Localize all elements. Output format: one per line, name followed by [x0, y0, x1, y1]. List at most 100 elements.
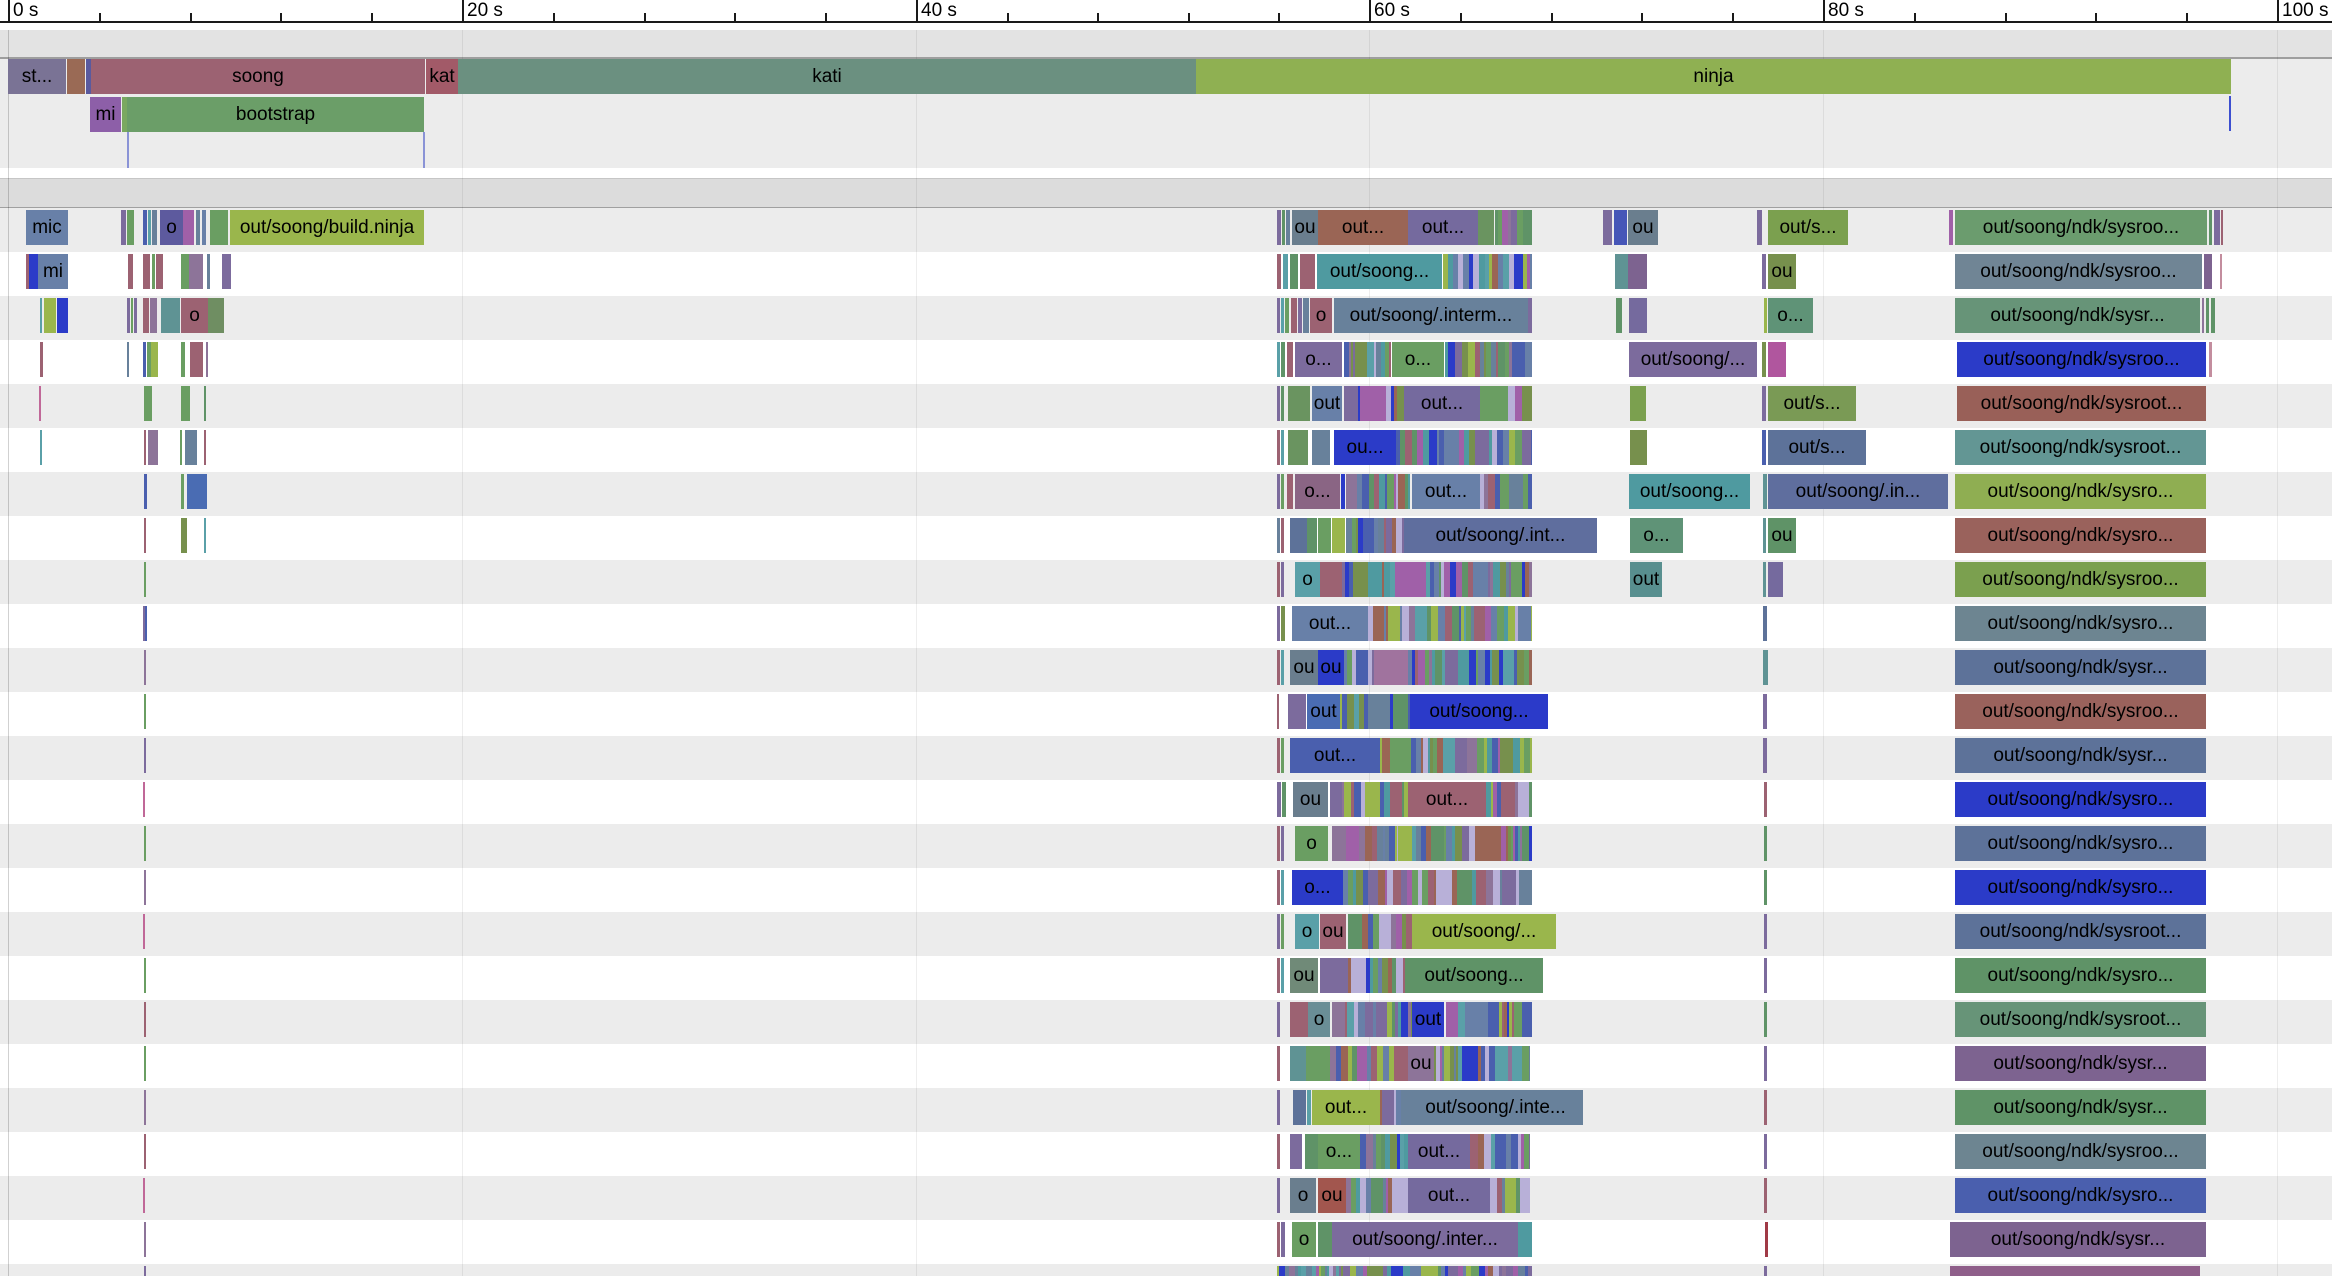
- trace-slice[interactable]: [150, 298, 157, 333]
- trace-slice[interactable]: out/soong/ndk/sysr...: [1955, 650, 2206, 685]
- trace-slice[interactable]: [1277, 1134, 1280, 1169]
- trace-slice[interactable]: [148, 210, 151, 245]
- trace-slice[interactable]: [1348, 914, 1362, 949]
- trace-slice[interactable]: [2209, 210, 2212, 245]
- trace-slice[interactable]: [144, 870, 146, 905]
- trace-slice[interactable]: out/soong/ndk/sysro...: [1955, 782, 2206, 817]
- trace-slice[interactable]: [1306, 1046, 1330, 1081]
- trace-slice[interactable]: o...: [1768, 298, 1813, 333]
- trace-slice[interactable]: [1603, 210, 1612, 245]
- trace-slice-cluster[interactable]: [1342, 782, 1408, 817]
- trace-slice[interactable]: [1287, 474, 1293, 509]
- trace-slice[interactable]: [1330, 782, 1342, 817]
- trace-slice[interactable]: out/soong/...: [1412, 914, 1556, 949]
- trace-slice[interactable]: [1277, 606, 1280, 641]
- trace-slice-cluster[interactable]: [1390, 694, 1410, 729]
- trace-slice[interactable]: soong: [91, 59, 425, 94]
- trace-slice[interactable]: ou: [1292, 210, 1318, 245]
- trace-slice-cluster[interactable]: [1348, 958, 1405, 993]
- trace-slice[interactable]: out/soong/ndk/sysr...: [1950, 1222, 2206, 1257]
- trace-slice[interactable]: ou: [1318, 1178, 1346, 1213]
- trace-slice[interactable]: out/soong/ndk/sysroo...: [1955, 1134, 2206, 1169]
- trace-slice[interactable]: [1616, 298, 1622, 333]
- trace-slice[interactable]: [134, 298, 137, 333]
- trace-slice[interactable]: out/soong/ndk/sysroo...: [1957, 342, 2206, 377]
- trace-slice[interactable]: [1277, 342, 1280, 377]
- trace-slice[interactable]: [1320, 958, 1348, 993]
- trace-slice[interactable]: [1286, 210, 1290, 245]
- trace-slice[interactable]: out: [1630, 562, 1662, 597]
- trace-slice[interactable]: [39, 386, 41, 421]
- trace-slice[interactable]: o...: [1292, 870, 1343, 905]
- trace-slice[interactable]: [1332, 518, 1345, 553]
- trace-slice[interactable]: [26, 254, 29, 289]
- trace-slice[interactable]: out...: [1408, 1134, 1470, 1169]
- trace-slice[interactable]: [1764, 914, 1767, 949]
- trace-slice[interactable]: o: [181, 298, 208, 333]
- trace-slice-cluster[interactable]: [1380, 738, 1394, 773]
- trace-slice[interactable]: ninja: [1196, 59, 2231, 94]
- trace-slice[interactable]: [1277, 1002, 1280, 1037]
- trace-slice[interactable]: out...: [1408, 210, 1478, 245]
- trace-slice-cluster[interactable]: [1362, 914, 1412, 949]
- trace-slice[interactable]: [202, 210, 206, 245]
- trace-slice[interactable]: o: [1295, 826, 1328, 861]
- trace-slice[interactable]: out...: [1312, 1090, 1380, 1125]
- trace-slice[interactable]: [1478, 210, 1494, 245]
- trace-slice[interactable]: [1277, 914, 1280, 949]
- process-track-group-header-workers[interactable]: [0, 178, 2332, 208]
- trace-slice[interactable]: out/soong/.interm...: [1334, 298, 1528, 333]
- trace-slice[interactable]: [196, 210, 200, 245]
- trace-slice[interactable]: [1763, 562, 1766, 597]
- trace-slice[interactable]: [1762, 386, 1766, 421]
- trace-slice[interactable]: [144, 1222, 146, 1257]
- trace-slice[interactable]: bootstrap: [127, 97, 424, 132]
- trace-slice[interactable]: [44, 298, 56, 333]
- trace-slice[interactable]: [1762, 430, 1766, 465]
- trace-slice[interactable]: [2221, 210, 2223, 245]
- trace-slice[interactable]: [1277, 958, 1280, 993]
- trace-slice[interactable]: [210, 210, 228, 245]
- trace-slice[interactable]: [1277, 650, 1280, 685]
- trace-slice-cluster[interactable]: [1277, 1266, 1532, 1276]
- trace-slice[interactable]: [1287, 342, 1293, 377]
- trace-slice[interactable]: [181, 518, 187, 553]
- trace-slice[interactable]: [1764, 1090, 1767, 1125]
- trace-slice[interactable]: out/soong/ndk/sysroot...: [1955, 430, 2206, 465]
- trace-slice[interactable]: [143, 606, 145, 641]
- trace-slice[interactable]: [1629, 298, 1647, 333]
- trace-slice-cluster[interactable]: [1480, 474, 1532, 509]
- trace-slice[interactable]: [1628, 254, 1647, 289]
- trace-slice[interactable]: [145, 606, 147, 641]
- trace-slice[interactable]: [1277, 870, 1280, 905]
- trace-slice[interactable]: o: [1308, 1002, 1330, 1037]
- trace-slice[interactable]: [1303, 298, 1309, 333]
- trace-slice[interactable]: [1394, 1046, 1408, 1081]
- trace-slice[interactable]: [1281, 738, 1284, 773]
- trace-slice[interactable]: [187, 474, 207, 509]
- trace-slice[interactable]: [1282, 782, 1286, 817]
- trace-slice[interactable]: [40, 298, 42, 333]
- trace-slice[interactable]: [1318, 1222, 1332, 1257]
- trace-slice[interactable]: out/soong...: [1405, 958, 1543, 993]
- trace-slice[interactable]: [1763, 738, 1767, 773]
- trace-slice[interactable]: [1764, 1002, 1767, 1037]
- trace-slice-cluster[interactable]: [1344, 342, 1391, 377]
- trace-slice[interactable]: [1281, 342, 1285, 377]
- trace-slice[interactable]: out/soong...: [1317, 254, 1442, 289]
- trace-slice[interactable]: [1281, 914, 1284, 949]
- trace-slice[interactable]: out/soong/build.ninja: [230, 210, 424, 245]
- trace-slice[interactable]: out/soong/.inter...: [1332, 1222, 1518, 1257]
- trace-slice[interactable]: [2211, 298, 2215, 333]
- trace-slice[interactable]: [1277, 1046, 1280, 1081]
- trace-slice[interactable]: mic: [26, 210, 68, 245]
- trace-slice[interactable]: out/soong/.inte...: [1408, 1090, 1583, 1125]
- trace-slice[interactable]: out/soong/ndk/sysroo...: [1955, 562, 2206, 597]
- trace-slice[interactable]: [1468, 1046, 1478, 1081]
- trace-slice[interactable]: [1630, 386, 1646, 421]
- trace-slice[interactable]: out/soong/ndk/sysro...: [1955, 958, 2206, 993]
- trace-slice[interactable]: [1765, 1222, 1768, 1257]
- trace-slice[interactable]: kat: [426, 59, 458, 94]
- trace-slice[interactable]: [1949, 210, 1953, 245]
- trace-slice[interactable]: [1291, 298, 1297, 333]
